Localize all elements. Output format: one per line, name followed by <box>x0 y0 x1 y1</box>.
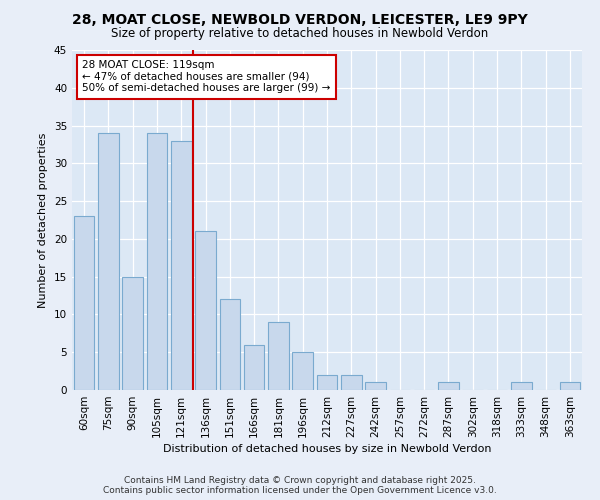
Text: Contains HM Land Registry data © Crown copyright and database right 2025.
Contai: Contains HM Land Registry data © Crown c… <box>103 476 497 495</box>
Bar <box>146 133 167 390</box>
Bar <box>220 300 240 390</box>
Bar <box>122 276 143 390</box>
Bar <box>74 216 94 390</box>
Bar <box>195 232 216 390</box>
Bar <box>317 375 337 390</box>
Text: 28, MOAT CLOSE, NEWBOLD VERDON, LEICESTER, LE9 9PY: 28, MOAT CLOSE, NEWBOLD VERDON, LEICESTE… <box>72 12 528 26</box>
Bar <box>560 382 580 390</box>
Bar <box>268 322 289 390</box>
Y-axis label: Number of detached properties: Number of detached properties <box>38 132 49 308</box>
Bar <box>438 382 459 390</box>
Bar <box>341 375 362 390</box>
Bar <box>365 382 386 390</box>
Text: Size of property relative to detached houses in Newbold Verdon: Size of property relative to detached ho… <box>112 28 488 40</box>
Text: 28 MOAT CLOSE: 119sqm
← 47% of detached houses are smaller (94)
50% of semi-deta: 28 MOAT CLOSE: 119sqm ← 47% of detached … <box>82 60 331 94</box>
Bar <box>171 140 191 390</box>
X-axis label: Distribution of detached houses by size in Newbold Verdon: Distribution of detached houses by size … <box>163 444 491 454</box>
Bar <box>98 133 119 390</box>
Bar <box>292 352 313 390</box>
Bar <box>511 382 532 390</box>
Bar <box>244 344 265 390</box>
